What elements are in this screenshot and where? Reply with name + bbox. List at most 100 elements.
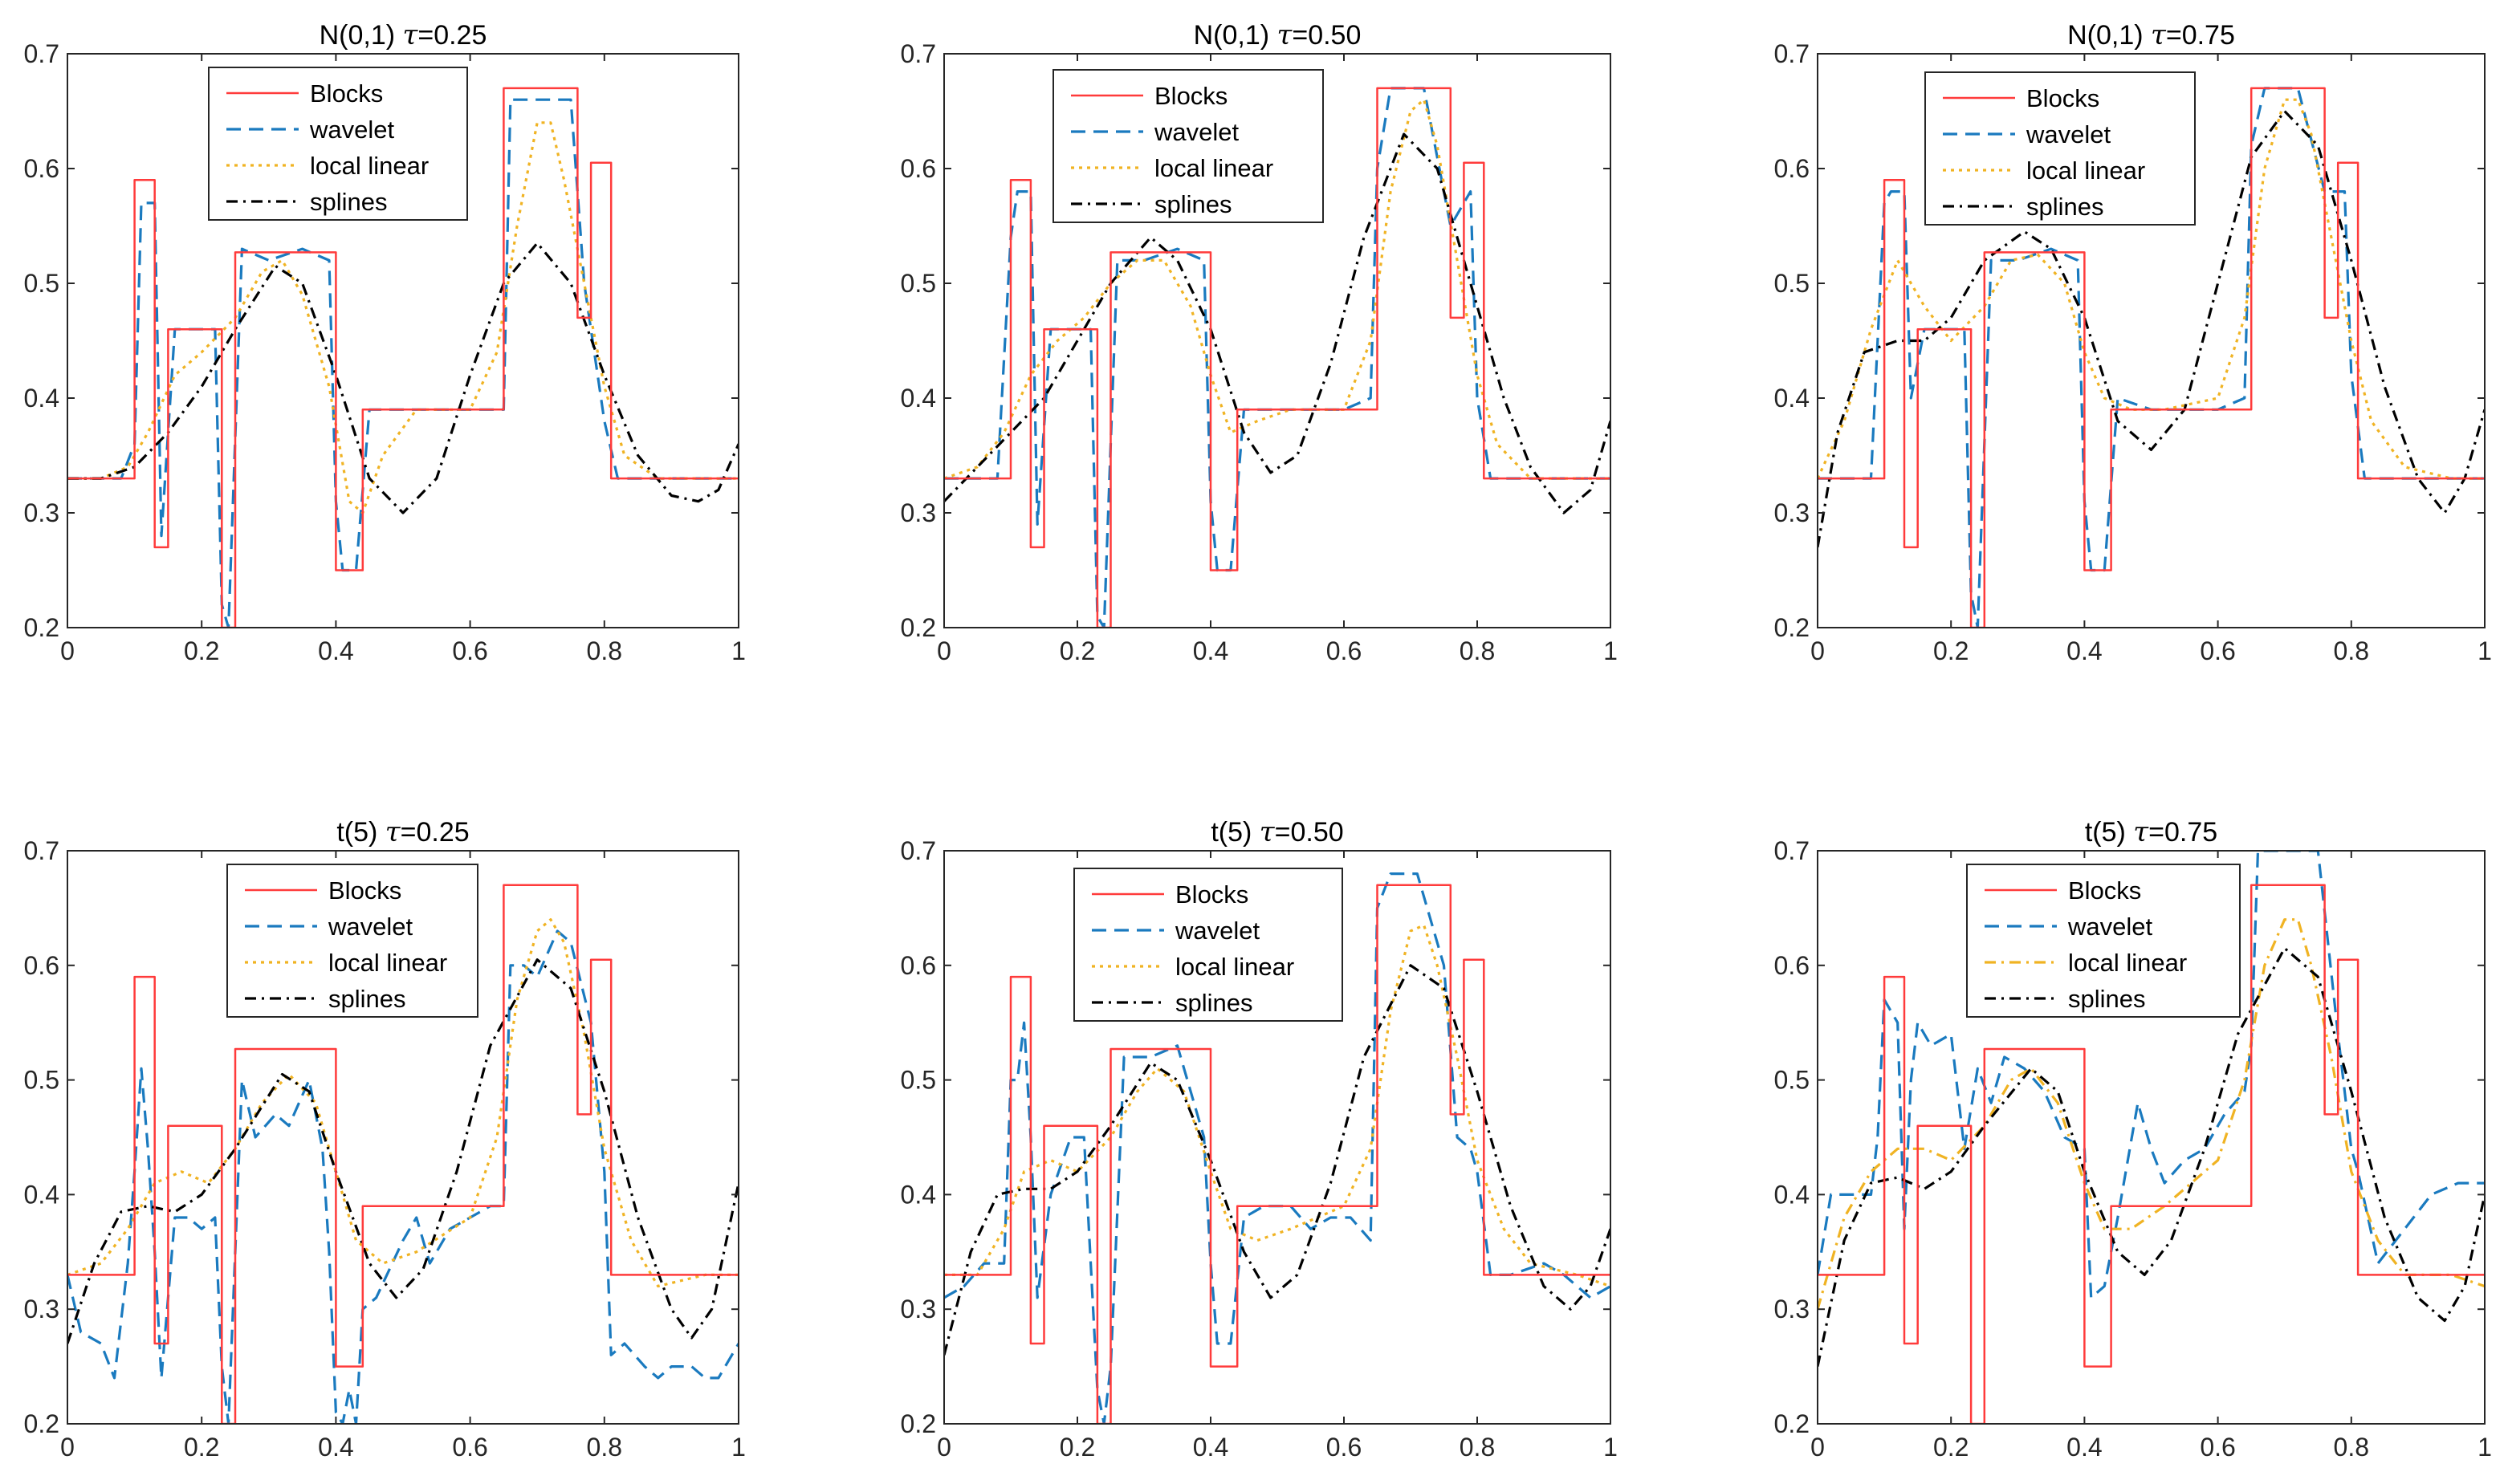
legend: Blocks wavelet local linear splines xyxy=(208,67,468,221)
legend-label-local-linear: local linear xyxy=(1175,953,1294,981)
y-tick-label: 0.5 xyxy=(901,1066,936,1095)
legend: Blocks wavelet local linear splines xyxy=(1924,71,2196,226)
series-line-blocks xyxy=(1818,87,2485,628)
series-line-splines xyxy=(944,964,1610,1356)
legend-label-blocks: Blocks xyxy=(2068,876,2141,905)
legend-label-wavelet: wavelet xyxy=(2067,913,2152,941)
series-line-splines xyxy=(1818,946,2485,1367)
y-tick-label: 0.2 xyxy=(901,613,936,642)
x-tick-label: 0.2 xyxy=(184,1433,219,1462)
subplot-2: 0 0.2 0.4 0.6 0.8 10.20.30.40.50.60.7N(0,1) τ… xyxy=(901,19,1618,665)
legend-box xyxy=(1073,868,1343,1022)
y-tick-label: 0.3 xyxy=(24,498,59,527)
y-tick-label: 0.4 xyxy=(901,1180,936,1209)
legend-label-local-linear: local linear xyxy=(1154,154,1273,182)
x-tick-label: 0 xyxy=(60,1433,75,1462)
legend-label-wavelet: wavelet xyxy=(1175,917,1260,945)
legend-label-splines: splines xyxy=(328,985,406,1013)
legend-label-local-linear: local linear xyxy=(328,949,447,977)
y-tick-label: 0.3 xyxy=(1774,1295,1810,1323)
y-tick-label: 0.5 xyxy=(1774,269,1810,298)
x-tick-label: 0.8 xyxy=(2334,1433,2369,1462)
x-tick-label: 0.4 xyxy=(2066,1433,2102,1462)
x-tick-label: 0.2 xyxy=(1933,636,1969,665)
x-tick-label: 0.8 xyxy=(1460,1433,1495,1462)
y-tick-label: 0.6 xyxy=(901,154,936,183)
series-line-splines xyxy=(1818,109,2485,548)
series-line-wavelet xyxy=(1818,87,2485,628)
series-group xyxy=(944,87,1610,628)
legend-label-blocks: Blocks xyxy=(310,79,383,108)
legend-label-blocks: Blocks xyxy=(1175,880,1248,909)
series-line-wavelet xyxy=(944,872,1610,1424)
x-tick-label: 0.4 xyxy=(318,636,353,665)
y-tick-label: 0.7 xyxy=(901,39,936,68)
legend-label-blocks: Blocks xyxy=(1154,82,1228,110)
y-tick-label: 0.5 xyxy=(24,1066,59,1095)
subplot-1: 0 0.2 0.4 0.6 0.8 10.20.30.40.50.60.7N(0,1) τ… xyxy=(24,19,746,665)
x-tick-label: 1 xyxy=(731,1433,746,1462)
y-tick-label: 0.2 xyxy=(1774,613,1810,642)
subplot-title: N(0,1) τ=0.75 xyxy=(2067,19,2235,51)
series-line-local-linear xyxy=(67,121,739,514)
subplot-title: N(0,1) τ=0.50 xyxy=(1194,19,1362,51)
series-line-local-linear xyxy=(67,918,739,1288)
y-tick-label: 0.4 xyxy=(24,1180,59,1209)
x-tick-label: 1 xyxy=(1603,636,1618,665)
y-tick-label: 0.4 xyxy=(1774,1180,1810,1209)
legend-label-wavelet: wavelet xyxy=(328,913,413,941)
x-tick-label: 0.8 xyxy=(587,1433,622,1462)
y-tick-label: 0.7 xyxy=(1774,39,1810,68)
axes-box xyxy=(1817,53,2486,628)
subplot-title: t(5) τ=0.50 xyxy=(1211,816,1343,848)
x-tick-label: 0.2 xyxy=(1060,1433,1095,1462)
series-line-local-linear xyxy=(1818,98,2485,480)
series-group xyxy=(67,87,739,628)
legend-label-blocks: Blocks xyxy=(328,876,401,905)
y-tick-label: 0.3 xyxy=(24,1295,59,1323)
y-tick-label: 0.7 xyxy=(24,836,59,865)
x-tick-label: 0.6 xyxy=(1326,1433,1362,1462)
y-tick-label: 0.6 xyxy=(1774,951,1810,980)
x-tick-label: 0.2 xyxy=(184,636,219,665)
series-line-splines xyxy=(67,958,739,1344)
y-tick-label: 0.5 xyxy=(24,269,59,298)
subplot-title: N(0,1) τ=0.25 xyxy=(320,19,487,51)
axes-box xyxy=(1817,850,2486,1425)
subplot-title: t(5) τ=0.25 xyxy=(336,816,469,848)
y-tick-label: 0.2 xyxy=(24,1409,59,1438)
y-tick-label: 0.4 xyxy=(1774,384,1810,413)
series-line-wavelet xyxy=(1818,851,2485,1299)
x-tick-label: 0.6 xyxy=(2200,636,2235,665)
y-tick-label: 0.7 xyxy=(24,39,59,68)
legend: Blocks wavelet local linear splines xyxy=(1966,864,2241,1018)
x-tick-label: 0.2 xyxy=(1060,636,1095,665)
y-tick-label: 0.6 xyxy=(24,951,59,980)
series-line-blocks xyxy=(944,884,1610,1424)
y-tick-label: 0.6 xyxy=(901,951,936,980)
series-line-local-linear xyxy=(944,924,1610,1288)
series-line-wavelet xyxy=(944,87,1610,628)
axes-box xyxy=(943,850,1611,1425)
legend-label-wavelet: wavelet xyxy=(2026,120,2111,148)
y-tick-label: 0.7 xyxy=(1774,836,1810,865)
legend-label-local-linear: local linear xyxy=(2068,949,2187,977)
y-tick-label: 0.4 xyxy=(24,384,59,413)
subplot-4: 0 0.2 0.4 0.6 0.8 10.20.30.40.50.60.7t(5) τ=0… xyxy=(24,816,746,1462)
axes-box xyxy=(943,53,1611,628)
x-tick-label: 0.4 xyxy=(1193,636,1228,665)
x-tick-label: 0.4 xyxy=(318,1433,353,1462)
series-group xyxy=(67,884,739,1424)
y-tick-label: 0.4 xyxy=(901,384,936,413)
legend-label-splines: splines xyxy=(1154,190,1232,218)
legend-label-blocks: Blocks xyxy=(2026,84,2099,112)
x-tick-label: 0 xyxy=(1810,636,1825,665)
x-tick-label: 0.4 xyxy=(2066,636,2102,665)
legend-label-splines: splines xyxy=(2068,985,2146,1013)
x-tick-label: 0.6 xyxy=(2200,1433,2235,1462)
y-tick-label: 0.2 xyxy=(1774,1409,1810,1438)
subplot-5: 0 0.2 0.4 0.6 0.8 10.20.30.40.50.60.7t(5) τ=0… xyxy=(901,816,1618,1462)
y-tick-label: 0.3 xyxy=(901,1295,936,1323)
axes-box xyxy=(67,53,739,628)
y-tick-label: 0.6 xyxy=(24,154,59,183)
